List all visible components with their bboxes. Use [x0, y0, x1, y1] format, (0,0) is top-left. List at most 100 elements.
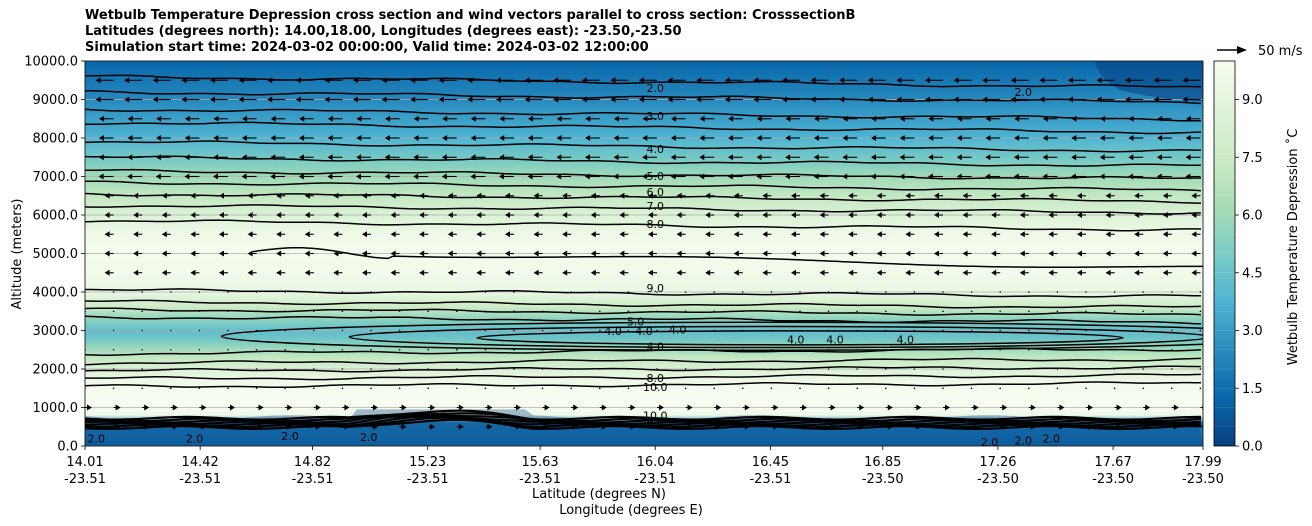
wind-vector-head: [276, 269, 282, 276]
wind-vector-head: [190, 250, 196, 257]
wind-vector-head: [438, 77, 444, 84]
contour-label: 4.0: [646, 340, 664, 353]
wind-vector-head: [219, 269, 224, 276]
wind-vector-head: [381, 77, 387, 84]
contour-label: 8.0: [646, 372, 664, 385]
wind-vector-head: [1002, 423, 1008, 430]
wind-vector-head: [419, 231, 425, 238]
wind-vector-dot: [770, 368, 773, 370]
wind-vector-head: [590, 231, 596, 238]
x-tick-label-latitude: 16.04: [637, 455, 674, 470]
wind-vector-dot: [170, 291, 172, 293]
wind-vector-dot: [570, 291, 572, 293]
wind-vector-dot: [799, 329, 801, 332]
surface-contour-line: [85, 409, 1202, 421]
wind-vector-head: [104, 192, 110, 199]
wind-vector-dot: [141, 329, 143, 332]
wind-vector-dot: [770, 310, 773, 313]
wind-vector-dot: [1056, 387, 1059, 390]
wind-vector-head: [819, 269, 825, 276]
wind-vector-head: [67, 77, 72, 83]
wind-vector-dot: [398, 387, 401, 390]
wind-vector-head: [527, 135, 533, 141]
wind-vector-dot: [227, 310, 229, 313]
wind-vector-head: [830, 404, 836, 411]
wind-vector-head: [727, 173, 733, 180]
wind-vector-dot: [599, 368, 601, 370]
wind-vector-head: [419, 212, 425, 218]
wind-vector-head: [156, 115, 162, 122]
contour-line: [85, 299, 1202, 309]
wind-vector-head: [496, 77, 501, 84]
wind-vector-head: [728, 115, 734, 122]
wind-vector-head: [562, 269, 568, 276]
colorbar-label: Wetbulb Temperature Depression ˚C: [1285, 129, 1301, 366]
wind-vector-dot: [1028, 387, 1030, 390]
wind-vector-head: [304, 192, 310, 199]
contour-line: [85, 315, 1202, 325]
wind-vector-dot: [656, 387, 658, 390]
contour-label: 4.0: [787, 334, 805, 347]
wind-vector-dot: [942, 310, 944, 313]
wind-vector-head: [385, 115, 391, 122]
wind-vector-dot: [341, 291, 344, 293]
wind-vector-head: [773, 404, 779, 411]
wind-vector-head: [544, 404, 550, 411]
wind-vector-head: [505, 192, 510, 199]
wind-vector-head: [648, 192, 653, 199]
wind-vector-dot: [799, 348, 801, 351]
wind-vector-head: [1088, 404, 1093, 411]
wind-vector-head: [810, 77, 816, 84]
wind-vector-head: [667, 77, 673, 84]
wind-vector-head: [728, 135, 734, 141]
wind-vector-dot: [427, 291, 430, 293]
wind-vector-head: [791, 250, 796, 257]
wind-vector-head: [362, 212, 367, 218]
wind-vector-head: [676, 250, 682, 257]
x-tick-label-longitude: -23.51: [292, 472, 334, 487]
wind-vector-dot: [827, 310, 830, 313]
wind-vector-head: [642, 173, 647, 180]
wind-vector-dot: [742, 310, 744, 313]
wind-vector-head: [499, 115, 505, 122]
wind-vector-dot: [1171, 387, 1173, 390]
y-axis-label: Altitude (meters): [10, 199, 25, 310]
wind-vector-head: [276, 231, 282, 238]
wind-vector-head: [1039, 77, 1045, 84]
wind-vector-head: [447, 250, 453, 257]
wind-vector-head: [295, 77, 301, 84]
wind-vector-head: [447, 212, 453, 218]
wind-vector-head: [1096, 77, 1102, 84]
contour-label: 4.0: [826, 334, 844, 347]
x-axis-label-longitude: Longitude (degrees E): [559, 503, 703, 518]
wind-vector-head: [630, 423, 636, 430]
wind-vector-dot: [570, 329, 572, 332]
wind-vector-dot: [513, 310, 515, 313]
wind-vector-head: [928, 173, 933, 180]
wind-vector-dot: [970, 348, 973, 351]
wind-vector-head: [1030, 423, 1036, 430]
wind-vector-dot: [942, 368, 944, 370]
wind-vector-dot: [427, 368, 430, 370]
wind-vector-head: [1019, 269, 1025, 276]
wind-vector-head: [562, 212, 568, 218]
wind-vector-dot: [370, 348, 372, 351]
wind-vector-head: [1013, 173, 1019, 180]
wind-vector-head: [356, 135, 362, 141]
wind-vector-head: [1059, 423, 1065, 430]
chart-title-line-1: Wetbulb Temperature Depression cross sec…: [85, 8, 856, 23]
wind-vector-dot: [1142, 348, 1144, 351]
wind-vector-dot: [942, 348, 944, 351]
wind-vector-head: [573, 404, 579, 411]
contour-label: 7.0: [646, 200, 664, 213]
contour-line: [85, 121, 1202, 135]
wind-vector-dot: [570, 348, 572, 351]
wind-vector-dot: [713, 310, 715, 313]
wind-vector-dot: [1056, 310, 1059, 313]
x-tick-label-latitude: 17.67: [1095, 455, 1132, 470]
wind-vector-head: [1162, 192, 1168, 199]
wind-vector-dot: [313, 368, 315, 370]
wind-vector-head: [133, 250, 139, 257]
wind-vector-head: [476, 192, 482, 199]
wind-vector-head: [916, 423, 922, 430]
